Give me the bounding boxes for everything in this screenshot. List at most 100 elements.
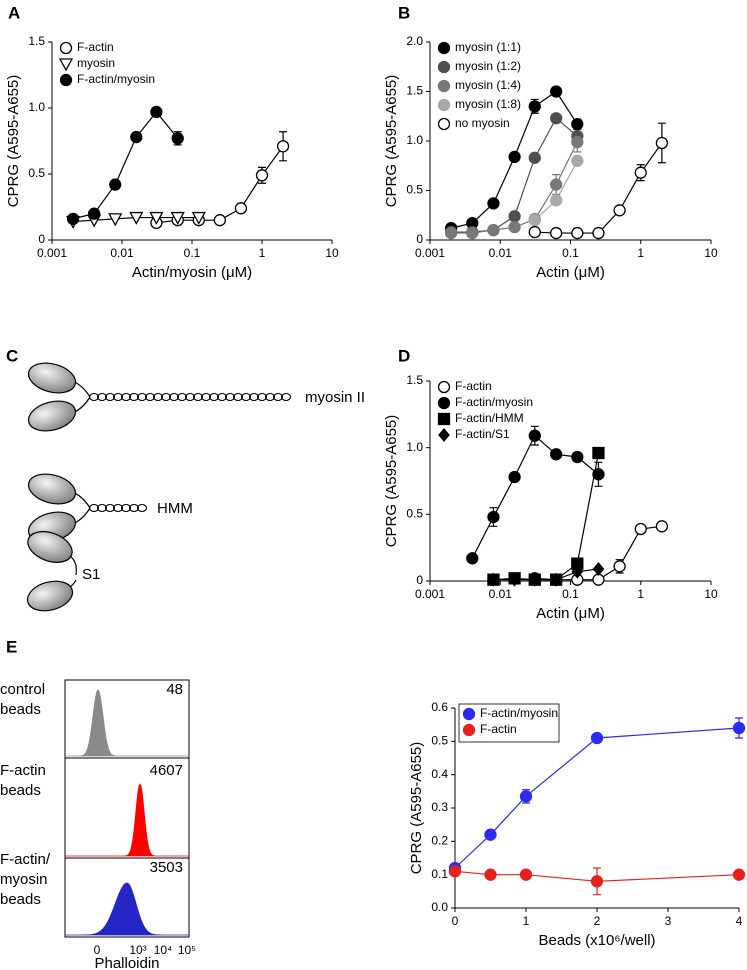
marker	[655, 136, 669, 150]
tail-segment	[160, 392, 172, 402]
marker	[732, 721, 746, 735]
marker	[213, 214, 227, 227]
x-tick-label: 10³	[129, 943, 146, 957]
marker	[571, 154, 584, 167]
y-axis-label: CPRG (A595-A655)	[408, 742, 425, 875]
marker	[150, 105, 163, 119]
legend-marker	[437, 79, 451, 93]
x-tick-label: 1	[637, 246, 644, 260]
tail-segment	[136, 392, 148, 402]
x-tick-label: 10⁴	[154, 943, 173, 957]
legend-label: F-actin	[480, 722, 517, 736]
legend-label: myosin (1:8)	[455, 97, 521, 111]
tail-segment	[112, 392, 124, 402]
row-value: 4607	[150, 762, 183, 779]
legend-label: no myosin	[455, 116, 510, 130]
y-axis-label: CPRG (A595-A655)	[383, 75, 400, 208]
marker	[550, 112, 563, 125]
marker	[528, 225, 541, 239]
legend-marker	[437, 60, 451, 74]
row-value: 48	[166, 681, 183, 698]
tail-segment	[280, 392, 292, 402]
marker	[444, 226, 458, 240]
marker	[634, 166, 647, 179]
marker	[130, 130, 143, 144]
x-tick-label: 1	[259, 246, 266, 260]
marker	[528, 214, 541, 227]
marker	[108, 213, 123, 227]
tail-segment	[200, 392, 212, 402]
marker	[519, 790, 533, 803]
marker	[528, 429, 541, 442]
marker	[571, 564, 584, 579]
legend-label: F-actin/HMM	[455, 411, 524, 425]
histogram	[65, 882, 189, 936]
legend-marker	[59, 73, 73, 87]
marker	[109, 178, 122, 191]
histogram	[65, 783, 189, 857]
marker	[550, 226, 563, 240]
tail-segment	[120, 503, 132, 513]
marker	[170, 211, 185, 225]
y-tick-label: 0	[416, 232, 423, 246]
marker	[87, 207, 101, 220]
marker	[571, 135, 584, 149]
marker	[592, 468, 605, 481]
tail-segment	[96, 392, 108, 402]
y-tick-label: 1.5	[406, 84, 423, 98]
tail-segment	[128, 503, 140, 513]
marker	[613, 560, 626, 573]
x-axis-label: Actin (μM)	[536, 605, 605, 622]
tail-segment	[192, 392, 204, 402]
row-label: myosin	[0, 871, 48, 888]
y-tick-label: 2.0	[406, 34, 423, 48]
y-tick-label: 0.5	[406, 183, 423, 197]
marker	[487, 223, 500, 237]
marker	[487, 510, 500, 524]
tail-segment	[176, 392, 188, 402]
y-tick-label: 0.4	[431, 767, 448, 781]
y-tick-label: 0	[38, 232, 45, 246]
legend-label: F-actin/myosin	[455, 395, 533, 409]
legend-marker	[437, 98, 451, 112]
marker	[519, 868, 533, 881]
panel-letter: A	[8, 3, 20, 22]
tail-segment	[184, 392, 196, 402]
x-tick-label: 0	[452, 914, 459, 928]
marker	[129, 211, 144, 225]
y-tick-label: 0.3	[431, 800, 448, 814]
y-tick-label: 0.1	[431, 867, 448, 881]
legend-label: myosin (1:2)	[455, 59, 521, 73]
marker	[592, 561, 605, 577]
x-tick-label: 0.1	[562, 587, 579, 601]
marker	[571, 118, 584, 131]
legend-marker	[438, 427, 450, 443]
y-axis-label: CPRG (A595-A655)	[383, 415, 400, 548]
legend-label: F-actin/S1	[455, 427, 510, 441]
legend-marker	[59, 41, 73, 55]
marker	[590, 731, 604, 745]
row-label: beads	[0, 782, 41, 799]
marker	[234, 202, 248, 215]
tail-segment	[128, 392, 140, 402]
legend-label: F-actin	[455, 379, 492, 393]
tail-segment	[240, 392, 252, 402]
legend-marker	[437, 41, 451, 55]
y-tick-label: 0.0	[431, 900, 448, 914]
marker	[592, 226, 605, 240]
y-tick-label: 1.0	[28, 100, 45, 114]
x-tick-label: 0.1	[184, 246, 201, 260]
marker	[550, 572, 563, 587]
x-tick-label: 0.1	[562, 246, 579, 260]
x-tick-label: 0.001	[37, 246, 67, 260]
x-tick-label: 0.01	[489, 246, 513, 260]
row-label: beads	[0, 701, 41, 718]
histogram	[65, 689, 189, 757]
legend-marker	[437, 117, 451, 131]
marker	[571, 450, 584, 464]
y-tick-label: 1.0	[406, 440, 423, 454]
marker	[149, 211, 164, 225]
marker	[448, 865, 462, 878]
s1-shape	[26, 531, 77, 612]
